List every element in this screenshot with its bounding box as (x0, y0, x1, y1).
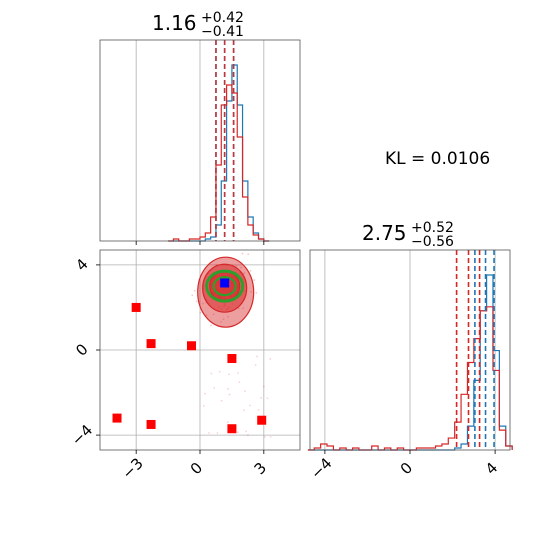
top-title-value: 1.16 (152, 11, 197, 35)
scatter-red-square-marker (257, 415, 267, 425)
scatter-sample-dot (257, 409, 260, 411)
scatter-green-contour-inner (212, 276, 237, 297)
scatter-sample-dot (216, 432, 219, 434)
scatter-red-square-marker (227, 354, 237, 364)
scatter-sample-dot (226, 421, 229, 424)
scatter-sample-dot (222, 318, 225, 321)
scatter-red-square-marker (146, 419, 156, 429)
scatter-sample-dot (191, 294, 194, 297)
top-histogram-panel: 1.16 +0.42 −0.41 (99, 10, 301, 245)
scatter-green-contour-outer (205, 269, 245, 303)
scatter-sample-dot (266, 397, 269, 400)
right-title-plus: +0.52 (411, 220, 454, 236)
scatter-x-tick-label: 3 (251, 459, 270, 478)
scatter-sample-dot (228, 373, 230, 376)
scatter-sample-dot (193, 289, 196, 292)
scatter-sample-dot (205, 314, 208, 317)
scatter-sample-dot (210, 372, 213, 375)
right-histogram-x-ticks: −4 0 4 (307, 450, 501, 483)
scatter-red-square-marker (186, 341, 196, 351)
top-histogram-ticks (135, 241, 265, 245)
scatter-sample-dot (237, 371, 239, 374)
scatter-grid (100, 250, 300, 450)
scatter-sample-dot (208, 432, 210, 434)
scatter-sample-dot (220, 320, 223, 323)
scatter-sample-dot (263, 435, 266, 438)
top-histogram-title: 1.16 (152, 11, 197, 35)
scatter-sample-dot (241, 252, 244, 255)
top-histogram-quantile-lines (215, 40, 235, 241)
scatter-sample-dot (202, 404, 205, 407)
kl-annotation: KL = 0.0106 (385, 149, 490, 169)
scatter-red-square-marker (227, 424, 237, 434)
scatter-sample-dot (228, 393, 231, 396)
scatter-blue-square-marker (220, 278, 230, 288)
scatter-sample-dot (227, 315, 230, 318)
scatter-sample-dot (237, 431, 239, 434)
top-title-minus: −0.41 (201, 24, 244, 40)
scatter-sample-dot (220, 399, 223, 402)
top-title-plus: +0.42 (201, 10, 244, 26)
scatter-sample-dot (195, 300, 198, 303)
scatter-sample-dot (256, 355, 258, 358)
scatter-sample-dot (269, 358, 272, 360)
scatter-sample-dot (250, 290, 252, 293)
scatter-sample-dot (253, 279, 256, 281)
scatter-x-ticks: −3 0 3 (118, 450, 270, 483)
scatter-sample-dot (247, 434, 249, 436)
scatter-sample-dot (242, 307, 245, 310)
scatter-sample-dot (210, 324, 212, 327)
right-histogram-quantile-lines (455, 250, 495, 450)
scatter-markers (112, 278, 267, 434)
scatter-sample-dot (235, 265, 238, 267)
right-histogram-x-tick-label: 4 (482, 459, 501, 478)
scatter-sample-dot (245, 430, 248, 433)
scatter-y-tick-label: 4 (72, 255, 91, 274)
scatter-sample-dot (249, 270, 252, 272)
scatter-x-tick-label: 0 (187, 459, 206, 478)
top-histogram-grid (135, 40, 265, 241)
right-histogram-x-tick-label: 0 (397, 459, 416, 478)
scatter-sample-dot (249, 404, 251, 407)
scatter-sample-dot (203, 392, 206, 395)
scatter-contours (197, 256, 255, 328)
scatter-sample-dot (202, 302, 204, 305)
right-histogram-x-tick-label: −4 (307, 454, 335, 482)
scatter-panel: −3 0 3 −4 0 4 (68, 249, 301, 483)
scatter-x-tick-label: −3 (118, 454, 146, 482)
scatter-sample-dot (227, 387, 229, 390)
scatter-sample-dot (240, 266, 243, 269)
scatter-sample-dot (199, 311, 202, 314)
right-histogram-panel: −4 0 4 2.75 +0.52 −0.56 (307, 220, 513, 483)
scatter-y-tick-label: 0 (72, 340, 91, 359)
scatter-y-tick-label: −4 (68, 421, 96, 449)
scatter-sample-dot (218, 370, 221, 373)
scatter-sample-dot (243, 272, 246, 274)
scatter-sample-dot (255, 292, 258, 294)
scatter-sample-dot (237, 307, 240, 310)
right-title-minus: −0.56 (411, 234, 454, 250)
scatter-red-square-marker (112, 413, 122, 423)
scatter-sample-dot (243, 409, 245, 412)
scatter-sample-dot (269, 436, 272, 438)
scatter-sample-dot (262, 385, 265, 388)
scatter-y-ticks: −4 0 4 (68, 255, 100, 449)
scatter-red-square-marker (146, 339, 156, 349)
scatter-sample-dot (213, 387, 216, 389)
scatter-sample-dot (254, 364, 257, 366)
scatter-sample-dot (212, 313, 215, 316)
scatter-sample-dot (247, 253, 250, 256)
scatter-sample-dot (244, 390, 246, 393)
scatter-red-square-marker (131, 302, 141, 312)
right-title-value: 2.75 (362, 221, 407, 245)
scatter-sample-dot (238, 381, 241, 384)
scatter-sample-dot (260, 396, 263, 399)
